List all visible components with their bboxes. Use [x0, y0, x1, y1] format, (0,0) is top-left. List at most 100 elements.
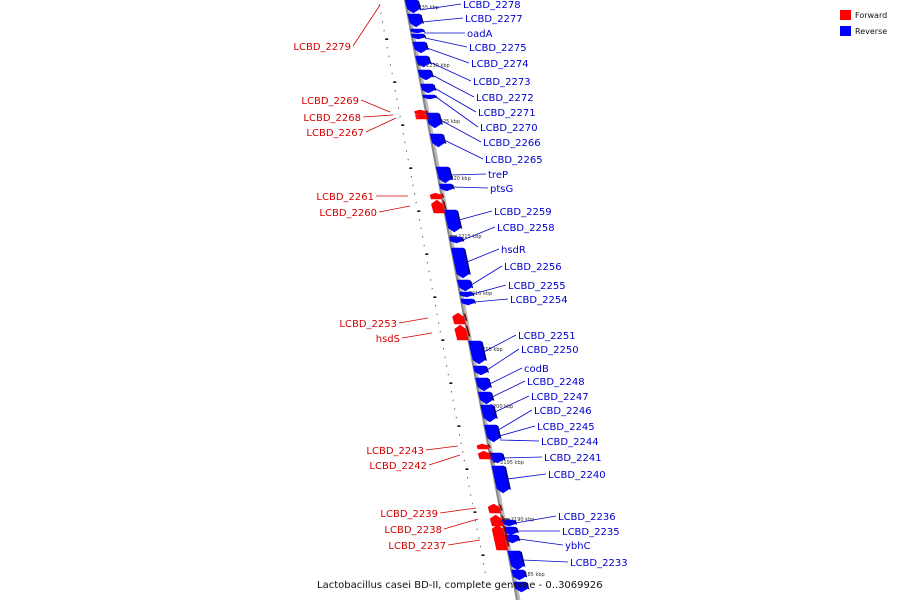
gene-name: LCBD_2260: [319, 208, 377, 219]
reverse-gene-19[interactable]: [460, 298, 476, 306]
reverse-gene-22[interactable]: [475, 377, 492, 392]
reverse-gene-28[interactable]: [501, 519, 518, 527]
reverse-gene-label[interactable]: LCBD_2272: [431, 74, 534, 104]
reverse-gene-11[interactable]: [429, 133, 447, 148]
reverse-gene-label[interactable]: LCBD_2254: [474, 295, 568, 306]
legend-reverse-label: Reverse: [855, 27, 887, 36]
reverse-gene-15[interactable]: [448, 236, 465, 244]
leader-line: [500, 439, 540, 442]
reverse-gene-label[interactable]: LCBD_2244: [500, 437, 599, 448]
reverse-gene-10[interactable]: [425, 112, 443, 129]
reverse-gene-label[interactable]: LCBD_2251: [483, 331, 576, 353]
forward-gene-4[interactable]: [429, 192, 445, 200]
forward-gene-11[interactable]: [489, 514, 506, 527]
reverse-gene-label[interactable]: LCBD_2277: [422, 14, 523, 25]
reverse-gene-label[interactable]: LCBD_2235: [517, 527, 620, 538]
forward-gene-9[interactable]: [477, 450, 493, 460]
reverse-gene-label[interactable]: LCBD_2248: [491, 377, 585, 398]
reverse-gene-label[interactable]: treP: [450, 170, 508, 181]
reverse-gene-label[interactable]: LCBD_2274: [426, 47, 529, 70]
forward-gene-5[interactable]: [431, 199, 447, 214]
forward-gene-label[interactable]: LCBD_2267: [306, 117, 397, 139]
reverse-gene-27[interactable]: [491, 465, 512, 494]
reverse-gene-31[interactable]: [507, 550, 526, 571]
gene-shape: [480, 404, 497, 423]
reverse-gene-label[interactable]: LCBD_2233: [522, 558, 628, 569]
reverse-gene-9[interactable]: [422, 94, 438, 100]
reverse-gene-label[interactable]: LCBD_2271: [434, 87, 536, 119]
reverse-gene-2[interactable]: [407, 13, 425, 28]
reverse-gene-1[interactable]: [404, 0, 422, 14]
reverse-gene-label[interactable]: hsdR: [466, 245, 526, 263]
forward-gene-label[interactable]: LCBD_2279: [293, 4, 381, 53]
reverse-gene-20[interactable]: [468, 340, 487, 365]
reverse-gene-label[interactable]: LCBD_2266: [440, 119, 541, 149]
reverse-gene-12[interactable]: [435, 166, 454, 184]
reverse-gene-label[interactable]: LCBD_2255: [472, 281, 566, 295]
forward-gene-12[interactable]: [491, 524, 510, 551]
gene-shape: [450, 247, 470, 279]
strand-dot: [381, 21, 383, 23]
forward-gene-3[interactable]: [415, 116, 430, 120]
reverse-gene-32[interactable]: [511, 569, 528, 581]
reverse-gene-label[interactable]: LCBD_2245: [499, 422, 595, 437]
reverse-gene-label[interactable]: LCBD_2278: [419, 0, 521, 11]
forward-gene-label[interactable]: LCBD_2243: [366, 445, 459, 457]
forward-gene-label[interactable]: LCBD_2242: [369, 454, 461, 472]
reverse-gene-label[interactable]: LCBD_2259: [458, 207, 552, 221]
gene-shape: [420, 83, 435, 94]
reverse-gene-4[interactable]: [411, 33, 427, 40]
gene-shade: [515, 527, 519, 534]
strand-dot: [383, 29, 385, 32]
forward-gene-label[interactable]: hsdS: [376, 332, 433, 345]
forward-gene-7[interactable]: [454, 324, 471, 341]
forward-gene-1[interactable]: [414, 109, 429, 115]
tick-label: 2185 kbp: [521, 572, 545, 578]
strand-dot: [380, 12, 382, 15]
reverse-gene-33[interactable]: [513, 581, 530, 593]
strand-dot: [407, 158, 409, 161]
gene-name: LCBD_2250: [521, 345, 579, 356]
forward-gene-label[interactable]: LCBD_2260: [319, 205, 411, 219]
forward-gene-label[interactable]: LCBD_2238: [384, 518, 479, 536]
forward-gene-8[interactable]: [476, 443, 491, 450]
reverse-gene-label[interactable]: LCBD_2236: [515, 512, 616, 524]
reverse-gene-label[interactable]: LCBD_2240: [507, 470, 606, 481]
reverse-gene-label[interactable]: ybhC: [518, 538, 591, 552]
gene-name: treP: [488, 170, 508, 181]
reverse-gene-label[interactable]: ptsG: [452, 184, 513, 195]
reverse-gene-label[interactable]: LCBD_2273: [429, 61, 531, 88]
reverse-gene-label[interactable]: LCBD_2270: [435, 96, 538, 134]
reverse-gene-label[interactable]: LCBD_2275: [425, 37, 527, 54]
reverse-gene-label[interactable]: LCBD_2258: [462, 223, 555, 241]
reverse-gene-label[interactable]: LCBD_2265: [443, 139, 543, 166]
gene-shade: [472, 299, 476, 304]
forward-gene-label[interactable]: LCBD_2239: [380, 507, 477, 520]
strand-dot: [404, 141, 406, 144]
forward-gene-label[interactable]: LCBD_2268: [303, 113, 394, 124]
leader-line: [499, 425, 536, 437]
reverse-gene-label[interactable]: LCBD_2246: [498, 406, 592, 431]
reverse-gene-label[interactable]: codB: [489, 364, 549, 385]
reverse-gene-17[interactable]: [456, 279, 474, 292]
gene-name: ybhC: [565, 541, 591, 552]
forward-gene-2[interactable]: [414, 113, 429, 118]
reverse-gene-8[interactable]: [420, 83, 437, 94]
forward-gene-label[interactable]: LCBD_2261: [316, 192, 408, 203]
strand-dot: [431, 287, 433, 290]
reverse-gene-label[interactable]: LCBD_2256: [470, 262, 562, 286]
reverse-gene-18[interactable]: [459, 291, 475, 298]
reverse-gene-label[interactable]: LCBD_2250: [486, 345, 579, 371]
forward-gene-6[interactable]: [452, 312, 468, 325]
reverse-gene-label[interactable]: LCBD_2247: [494, 392, 589, 413]
reverse-gene-26[interactable]: [489, 452, 506, 464]
forward-gene-label[interactable]: LCBD_2237: [388, 539, 481, 552]
reverse-gene-label[interactable]: LCBD_2241: [503, 453, 602, 464]
reverse-gene-3[interactable]: [410, 28, 426, 34]
reverse-gene-label[interactable]: oadA: [424, 29, 493, 40]
forward-gene-10[interactable]: [487, 503, 503, 514]
forward-gene-label[interactable]: LCBD_2253: [339, 317, 429, 330]
strand-dot: [457, 425, 461, 427]
reverse-gene-14[interactable]: [443, 209, 463, 233]
forward-gene-label[interactable]: LCBD_2269: [301, 96, 391, 113]
